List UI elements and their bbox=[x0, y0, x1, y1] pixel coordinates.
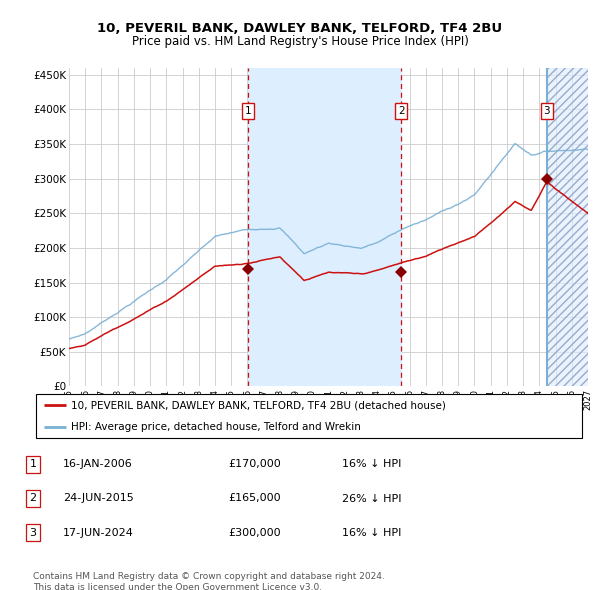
Text: 10, PEVERIL BANK, DAWLEY BANK, TELFORD, TF4 2BU (detached house): 10, PEVERIL BANK, DAWLEY BANK, TELFORD, … bbox=[71, 401, 446, 411]
Text: £300,000: £300,000 bbox=[228, 527, 281, 537]
Text: 10, PEVERIL BANK, DAWLEY BANK, TELFORD, TF4 2BU: 10, PEVERIL BANK, DAWLEY BANK, TELFORD, … bbox=[97, 22, 503, 35]
Text: 16% ↓ HPI: 16% ↓ HPI bbox=[342, 527, 401, 537]
Text: 1: 1 bbox=[29, 459, 37, 469]
Bar bbox=[248, 68, 401, 386]
Text: Contains HM Land Registry data © Crown copyright and database right 2024.
This d: Contains HM Land Registry data © Crown c… bbox=[33, 572, 385, 590]
Text: 16-JAN-2006: 16-JAN-2006 bbox=[63, 459, 133, 469]
FancyBboxPatch shape bbox=[36, 394, 582, 438]
Text: 3: 3 bbox=[29, 527, 37, 537]
Text: 3: 3 bbox=[544, 106, 550, 116]
Text: £165,000: £165,000 bbox=[228, 493, 281, 503]
Text: £170,000: £170,000 bbox=[228, 459, 281, 469]
Text: 1: 1 bbox=[245, 106, 251, 116]
Text: 26% ↓ HPI: 26% ↓ HPI bbox=[342, 493, 401, 503]
Text: Price paid vs. HM Land Registry's House Price Index (HPI): Price paid vs. HM Land Registry's House … bbox=[131, 35, 469, 48]
Text: 16% ↓ HPI: 16% ↓ HPI bbox=[342, 459, 401, 469]
Text: HPI: Average price, detached house, Telford and Wrekin: HPI: Average price, detached house, Telf… bbox=[71, 422, 361, 432]
Bar bbox=[547, 68, 588, 386]
Text: 2: 2 bbox=[398, 106, 404, 116]
Text: 17-JUN-2024: 17-JUN-2024 bbox=[63, 527, 134, 537]
Text: 2: 2 bbox=[29, 493, 37, 503]
Text: 24-JUN-2015: 24-JUN-2015 bbox=[63, 493, 134, 503]
Bar bbox=[547, 68, 588, 386]
